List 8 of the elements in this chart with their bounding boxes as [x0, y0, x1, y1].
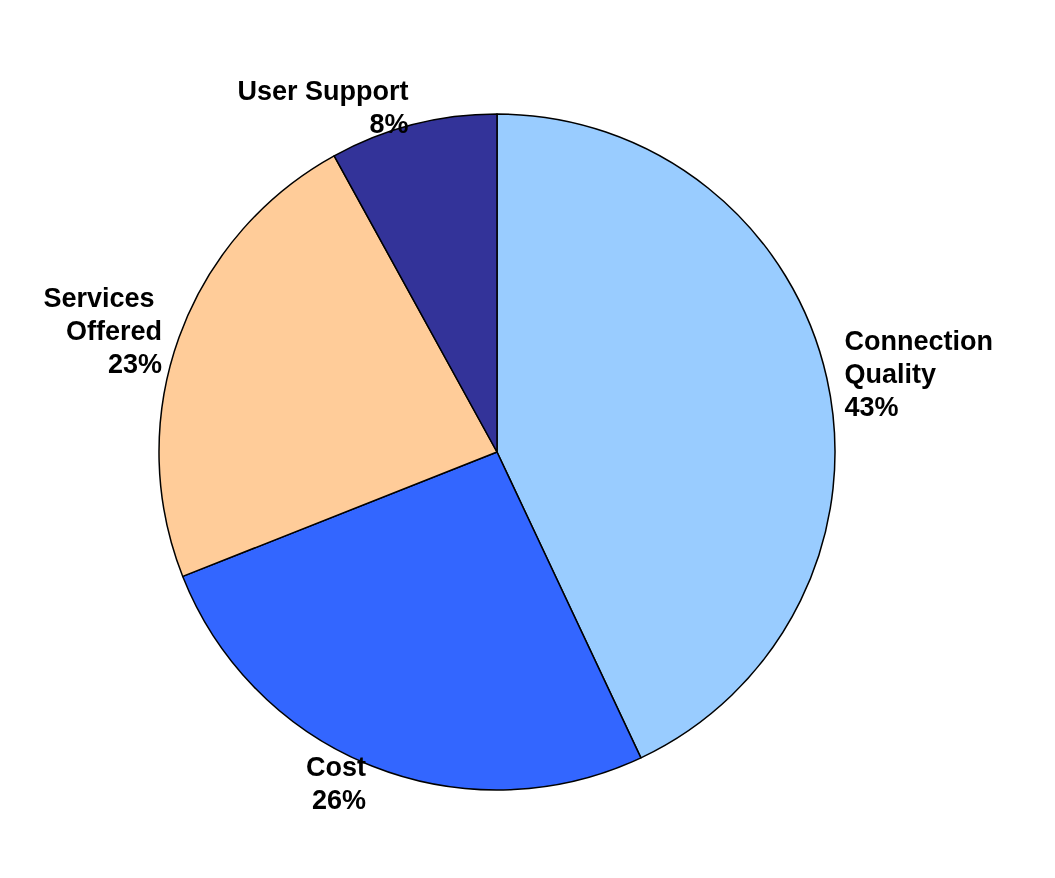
data-label: 26% — [311, 784, 366, 815]
data-label: 8% — [369, 108, 409, 139]
slice-label: Connection Quality — [844, 326, 1001, 390]
slice-label: User Support — [237, 75, 409, 106]
data-label: 23% — [108, 349, 163, 380]
slice-label: Cost — [305, 751, 366, 782]
slice-label: Services Offered — [43, 283, 163, 347]
data-label: 43% — [844, 392, 899, 423]
